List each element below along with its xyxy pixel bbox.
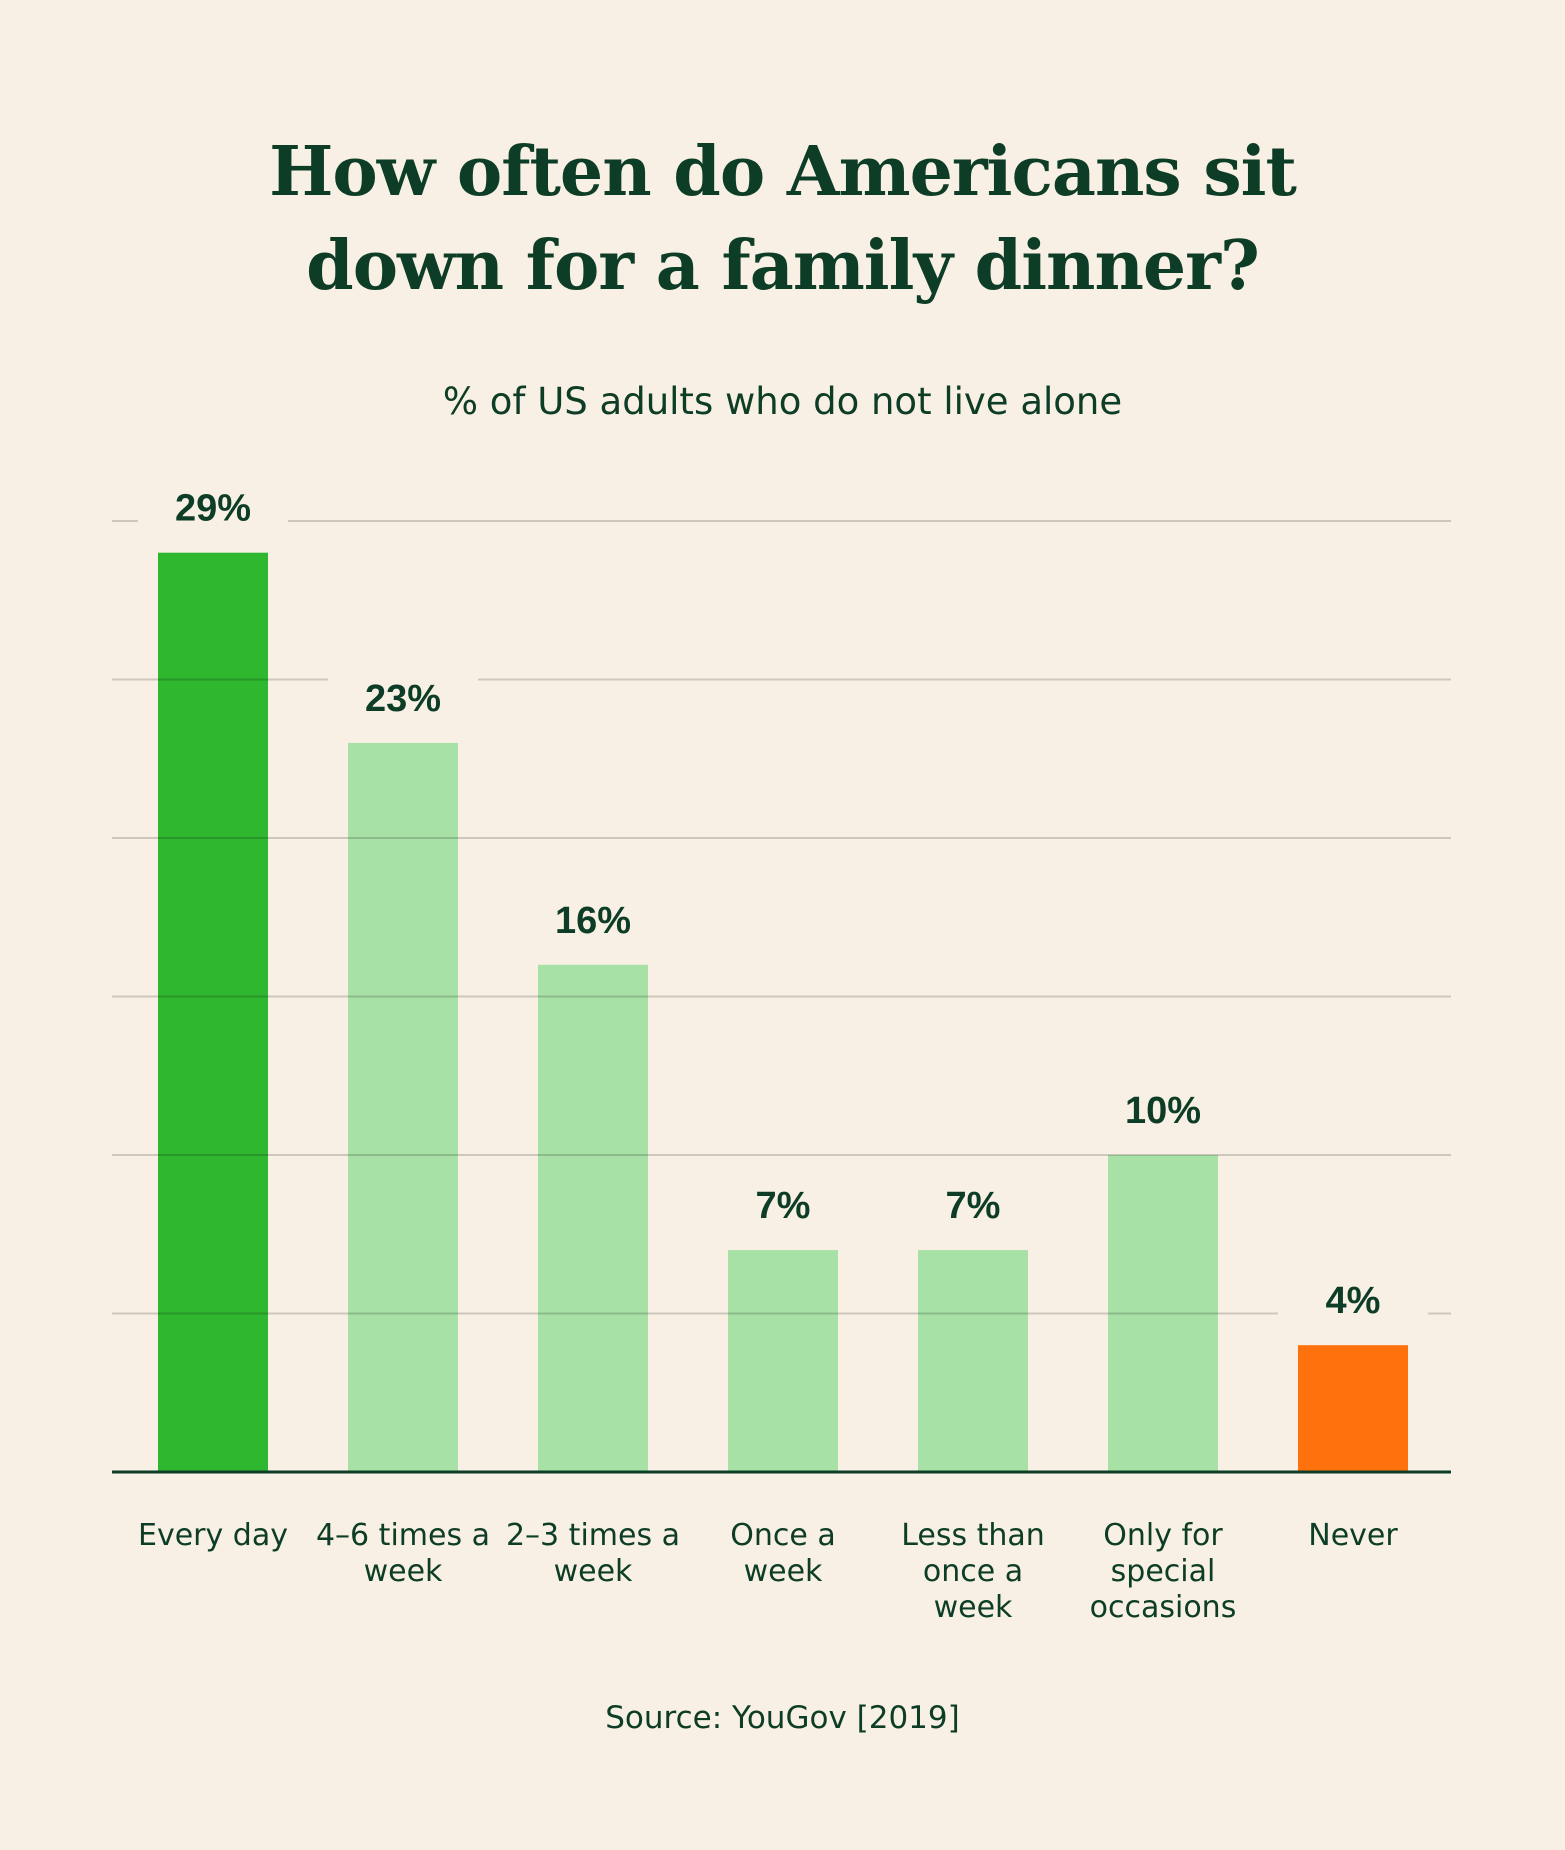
label-backdrop bbox=[898, 1178, 1048, 1235]
x-tick-label: Less than once a week bbox=[901, 1518, 1045, 1625]
x-tick-label: 4–6 times a week bbox=[315, 1518, 491, 1589]
value-label: 7% bbox=[756, 1185, 811, 1227]
bar bbox=[1108, 1155, 1218, 1472]
value-label: 7% bbox=[946, 1185, 1001, 1227]
source-note: Source: YouGov [2019] bbox=[605, 1700, 960, 1736]
x-tick-label: 2–3 times a week bbox=[505, 1518, 681, 1589]
x-tick-label: Every day bbox=[138, 1518, 288, 1553]
chart-title: How often do Americans sit down for a fa… bbox=[269, 132, 1297, 306]
bar bbox=[348, 742, 458, 1472]
value-label: 23% bbox=[365, 678, 441, 720]
value-label: 4% bbox=[1326, 1280, 1381, 1322]
label-backdrop bbox=[708, 1178, 858, 1235]
x-tick-label: Only for special occasions bbox=[1089, 1518, 1237, 1625]
label-backdrop bbox=[328, 670, 478, 727]
value-label: 29% bbox=[175, 488, 251, 530]
value-label: 16% bbox=[555, 900, 631, 942]
bar bbox=[918, 1250, 1028, 1472]
bar bbox=[1298, 1345, 1408, 1472]
label-backdrop bbox=[1278, 1273, 1428, 1330]
x-tick-label: Never bbox=[1308, 1518, 1398, 1553]
bar bbox=[158, 552, 268, 1472]
value-label: 10% bbox=[1125, 1090, 1201, 1132]
chart-subtitle: % of US adults who do not live alone bbox=[442, 380, 1123, 423]
bar bbox=[538, 964, 648, 1472]
label-backdrop bbox=[518, 892, 668, 949]
label-backdrop bbox=[138, 480, 288, 537]
label-backdrop bbox=[1088, 1083, 1238, 1139]
x-tick-label: Once a week bbox=[730, 1518, 836, 1589]
bar bbox=[728, 1250, 838, 1472]
